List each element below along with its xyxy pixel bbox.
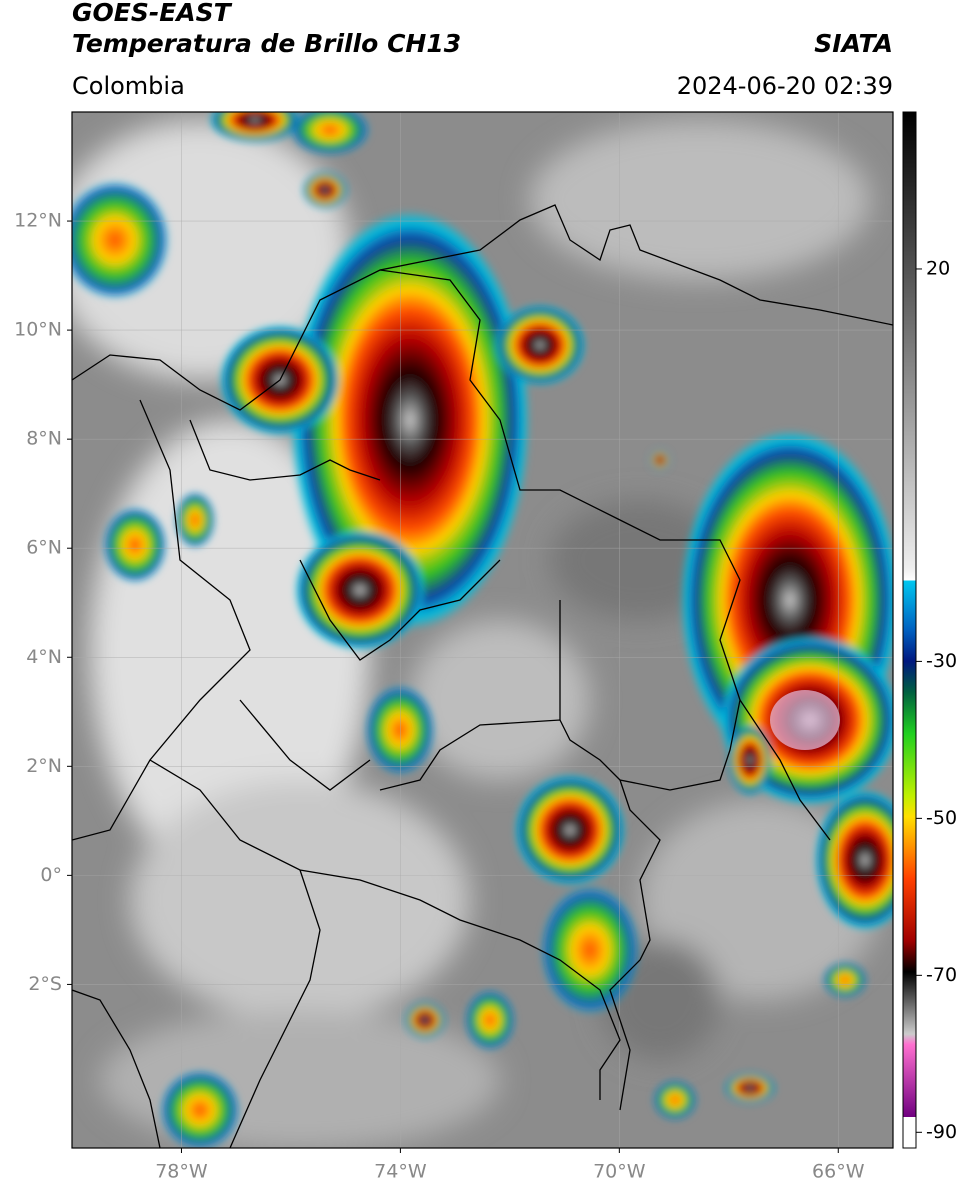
region: Colombia <box>72 72 185 100</box>
colorbar-tick-label: -90 <box>926 1121 957 1143</box>
lat-tick-label: 2°S <box>28 973 62 995</box>
lat-tick-label: 4°N <box>26 646 62 668</box>
colorbar-tick-label: -30 <box>926 650 957 672</box>
lon-tick-label: 74°W <box>374 1161 427 1183</box>
source: SIATA <box>814 29 893 58</box>
map-frame <box>71 111 894 1149</box>
colorbar-tick-label: 20 <box>926 257 950 279</box>
colorbar-tick-label: -50 <box>926 807 957 829</box>
imagery <box>72 112 893 1148</box>
lat-tick-label: 2°N <box>26 755 62 777</box>
colorbar <box>902 111 917 1149</box>
lat-tick-label: 8°N <box>26 428 62 450</box>
ticks: 78°W 74°W 70°W 66°W 12°N 10°N 8°N 6°N 4°N 2°N 0° 2°… <box>14 210 957 1183</box>
datetime: 2024-06-20 02:39 <box>677 72 893 100</box>
colorbar-tick-label: -70 <box>926 964 957 986</box>
lat-tick-label: 6°N <box>26 537 62 559</box>
lon-tick-label: 66°W <box>812 1161 865 1183</box>
lat-tick-label: 12°N <box>14 210 62 232</box>
lon-tick-label: 78°W <box>155 1161 208 1183</box>
borders <box>72 204 893 1148</box>
subtitle: Temperatura de Brillo CH13 <box>72 29 461 58</box>
lat-tick-label: 0° <box>40 864 62 886</box>
lat-tick-label: 10°N <box>14 319 62 341</box>
lon-tick-label: 70°W <box>593 1161 646 1183</box>
title: GOES-EAST <box>72 0 233 27</box>
